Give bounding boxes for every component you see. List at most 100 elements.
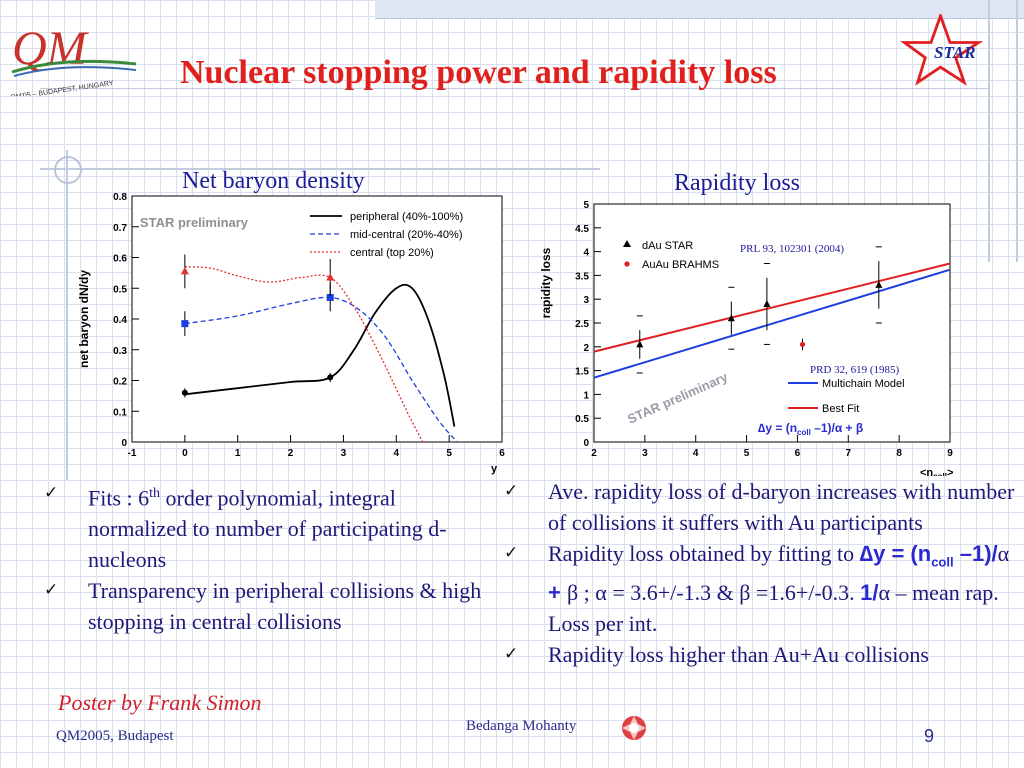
decor-ring (54, 156, 82, 184)
x-tick-label: 1 (235, 448, 241, 459)
data-point (636, 340, 644, 348)
legend-label: AuAu BRAHMS (642, 259, 719, 271)
fit-line (593, 262, 951, 353)
star-logo-text: STAR (934, 43, 976, 62)
bullet-text: Transparency in peripheral collisions & … (88, 578, 482, 635)
x-axis-label: <ncoll> (920, 467, 953, 476)
legend-marker (623, 240, 631, 247)
y-tick-label: 4 (583, 248, 589, 259)
y-tick-label: 0 (121, 438, 127, 449)
x-tick-label: 6 (499, 448, 505, 459)
fit-formula: ∆y = (ncoll –1)/α + β (758, 421, 863, 437)
x-tick-label: 2 (288, 448, 294, 459)
legend-label: dAu STAR (642, 240, 693, 252)
x-tick-label: 4 (693, 448, 699, 459)
data-point (799, 341, 806, 348)
data-point (181, 389, 188, 396)
plot-frame (131, 195, 503, 443)
left-bullets: ✓ Fits : 6th order polynomial, integral … (44, 478, 484, 637)
page-number: 9 (924, 726, 935, 746)
x-tick-label: 9 (947, 448, 953, 459)
bullet-item: ✓ Ave. rapidity loss of d-baryon increas… (504, 476, 1020, 538)
bullet-text: Fits : 6 (88, 485, 150, 511)
right-bullets: ✓ Ave. rapidity loss of d-baryon increas… (504, 476, 1020, 670)
x-tick-label: 0 (182, 448, 188, 459)
y-tick-label: 1 (583, 390, 589, 401)
data-point (763, 299, 771, 307)
series-curve (184, 266, 424, 443)
x-tick-label: 3 (642, 448, 648, 459)
formula-text: 1/ (860, 580, 879, 606)
chart2-caption: Rapidity loss (674, 170, 801, 196)
decor-line (1016, 0, 1018, 262)
bullet-text: =1.6+/-0.3. (750, 580, 861, 606)
bullet-text: order polynomial, integral normalized to… (88, 485, 447, 573)
y-axis-label: net baryon dN/dy (77, 270, 91, 368)
fit-line (593, 268, 951, 379)
y-tick-label: 0.3 (113, 346, 127, 357)
data-point (327, 374, 334, 381)
data-point (326, 272, 335, 281)
alpha-symbol: α (878, 580, 891, 606)
data-point (875, 280, 883, 288)
legend-label: Best Fit (822, 403, 859, 415)
alpha-symbol: α (997, 541, 1010, 566)
y-tick-label: 0 (583, 438, 589, 449)
legend-marker (624, 261, 630, 267)
bullet-item: ✓ Rapidity loss higher than Au+Au collis… (504, 639, 1020, 670)
x-tick-label: 7 (846, 448, 852, 459)
bullet-sup: th (149, 486, 161, 501)
x-tick-label: 8 (896, 448, 902, 459)
x-tick-label: 2 (591, 448, 597, 459)
poster-credit: Poster by Frank Simon (58, 690, 262, 715)
formula-text: + (548, 580, 567, 606)
chart1-caption: Net baryon density (182, 168, 365, 194)
formula-text: ∆y = (n (859, 541, 932, 566)
bullet-text: Ave. rapidity loss of d-baryon increases… (548, 479, 1015, 535)
y-tick-label: 0.5 (575, 414, 589, 425)
beta-symbol: β (739, 580, 751, 606)
alpha-symbol: α (595, 580, 607, 606)
y-tick-label: 2 (583, 343, 589, 354)
top-band (375, 0, 1024, 19)
bullet-text: – mean rap. Loss per int. (548, 580, 999, 637)
check-icon: ✓ (44, 483, 59, 503)
y-tick-label: 3.5 (575, 271, 589, 282)
x-tick-label: -1 (128, 448, 137, 459)
y-tick-label: 0.7 (113, 223, 127, 234)
y-tick-label: 5 (583, 200, 589, 211)
y-tick-label: 0.8 (113, 192, 127, 203)
x-tick-label: 4 (394, 448, 400, 459)
formula-text: –1)/ (953, 541, 998, 566)
y-tick-label: 0.1 (113, 407, 127, 418)
y-tick-label: 0.2 (113, 377, 127, 388)
qm-logo-caption: QM'05 – BUDAPEST, HUNGARY (10, 80, 114, 96)
reference-label: PRD 32, 619 (1985) (810, 364, 900, 376)
x-tick-label: 3 (341, 448, 347, 459)
x-tick-label: 5 (446, 448, 452, 459)
y-tick-label: 3 (583, 295, 589, 306)
check-icon: ✓ (504, 543, 519, 563)
series-curve (184, 296, 458, 443)
data-point (180, 266, 189, 275)
data-point (326, 293, 334, 301)
bullet-text: Rapidity loss obtained by fitting to (548, 541, 860, 566)
rapidity-loss-chart: 2 3 4 5 6 7 8 9 0 0.5 1 1.5 2 2.5 3 3.5 4 4.5 5 rapidity lo… (539, 200, 953, 476)
y-tick-label: 1.5 (575, 367, 589, 378)
data-point (181, 320, 189, 328)
qm-logo: QM QM'05 – BUDAPEST, HUNGARY (10, 22, 137, 96)
y-tick-label: 0.4 (113, 315, 127, 326)
y-tick-label: 0.6 (113, 254, 127, 265)
check-icon: ✓ (504, 644, 519, 665)
footer-conference: QM2005, Budapest (56, 728, 174, 744)
check-icon: ✓ (44, 580, 59, 601)
slide-title: Nuclear stopping power and rapidity loss (180, 54, 777, 91)
footer-author: Bedanga Mohanty (466, 718, 577, 734)
bullet-text: Rapidity loss higher than Au+Au collisio… (548, 642, 929, 668)
legend-label: central (top 20%) (350, 247, 434, 259)
x-axis-label: y (491, 463, 498, 475)
star-logo: STAR (900, 14, 984, 86)
beta-symbol: β (566, 580, 579, 606)
series-curve (184, 283, 456, 427)
